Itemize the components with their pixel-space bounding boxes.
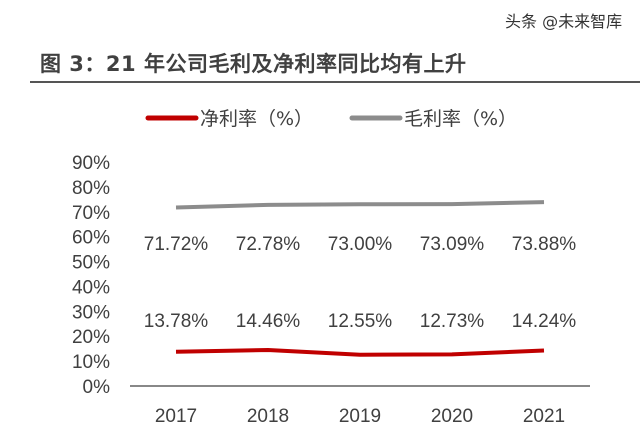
y-tick-label: 60% (72, 228, 110, 249)
y-tick-label: 10% (72, 352, 110, 373)
data-label: 73.09% (420, 234, 485, 255)
title-underline (30, 81, 640, 83)
series-line (175, 348, 545, 357)
x-tick-label: 2017 (155, 406, 197, 427)
chart-title: 图 3：21 年公司毛利及净利率同比均有上升 (40, 52, 467, 76)
data-label: 14.24% (512, 311, 577, 332)
y-tick-label: 0% (83, 377, 111, 398)
y-tick-label: 40% (72, 277, 110, 298)
data-label: 72.78% (236, 234, 301, 255)
legend-label: 毛利率（%） (404, 108, 517, 130)
y-tick-label: 70% (72, 203, 110, 224)
y-tick-label: 80% (72, 178, 110, 199)
data-label: 73.88% (512, 234, 577, 255)
data-label: 12.55% (328, 311, 393, 332)
data-label: 13.78% (144, 311, 209, 332)
x-tick-label: 2019 (339, 406, 381, 427)
data-label: 73.00% (328, 234, 393, 255)
y-tick-label: 20% (72, 327, 110, 348)
legend-label: 净利率（%） (200, 108, 313, 130)
x-tick-label: 2020 (431, 406, 473, 427)
x-tick-label: 2018 (247, 406, 289, 427)
x-tick-label: 2021 (523, 406, 565, 427)
y-tick-label: 90% (72, 153, 110, 174)
data-label: 71.72% (144, 234, 209, 255)
series-line (175, 200, 545, 210)
y-tick-label: 50% (72, 253, 110, 274)
data-label: 12.73% (420, 311, 485, 332)
y-tick-label: 30% (72, 302, 110, 323)
data-label: 14.46% (236, 311, 301, 332)
watermark: 头条 @未来智库 (505, 12, 623, 31)
